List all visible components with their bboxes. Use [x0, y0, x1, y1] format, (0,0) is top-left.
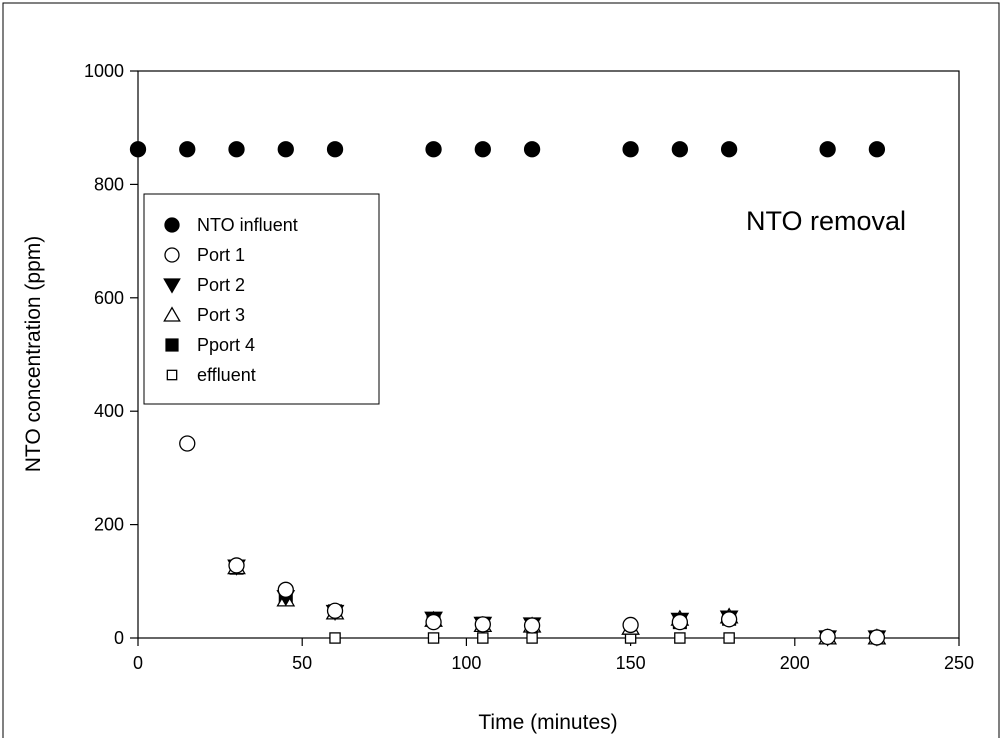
series-port-3 — [227, 557, 887, 645]
data-point — [526, 632, 538, 644]
x-tick-label: 150 — [616, 653, 646, 673]
plot-frame — [137, 70, 960, 639]
data-point — [277, 581, 294, 598]
legend-label: Pport 4 — [197, 335, 255, 355]
legend: NTO influent Port 1 Port 2 Port 3 Pport 4 eff… — [143, 193, 380, 405]
data-point — [425, 613, 442, 631]
legend-marker — [164, 247, 180, 263]
legend-label: Port 2 — [197, 275, 245, 295]
data-point — [523, 141, 541, 158]
series-port-1 — [179, 435, 886, 646]
series-port-2 — [227, 559, 887, 647]
series-pport-4 — [229, 560, 884, 645]
legend-label: Port 1 — [197, 245, 245, 265]
chart-annotation: NTO removal — [746, 206, 906, 236]
data-point — [720, 141, 738, 158]
data-point — [277, 141, 294, 158]
y-tick-label: 600 — [94, 288, 124, 308]
data-point — [671, 141, 689, 158]
y-tick-label: 800 — [94, 174, 124, 194]
data-point — [228, 557, 245, 574]
legend-marker — [163, 306, 181, 322]
data-point — [129, 141, 147, 158]
data-point — [674, 632, 686, 644]
data-point — [329, 632, 341, 644]
legend-box — [143, 193, 380, 405]
x-tick-label: 200 — [780, 653, 810, 673]
data-point — [427, 632, 440, 644]
data-point — [326, 141, 344, 158]
legend-marker — [166, 369, 178, 381]
data-point — [622, 141, 639, 158]
legend-label: NTO influent — [197, 215, 298, 235]
data-point — [723, 632, 735, 644]
series-nto-influent — [129, 141, 886, 158]
x-tick-label: 0 — [133, 653, 143, 673]
data-point — [868, 629, 886, 646]
data-point — [819, 628, 836, 646]
plot-area — [137, 70, 960, 639]
legend-marker — [163, 278, 181, 294]
x-tick-label: 50 — [292, 653, 312, 673]
legend-marker — [165, 338, 179, 352]
data-point — [179, 141, 196, 158]
legend-label: effluent — [197, 365, 256, 385]
data-point — [326, 602, 344, 619]
data-point — [671, 613, 689, 631]
y-tick-label: 400 — [94, 401, 124, 421]
data-point — [228, 141, 245, 158]
y-axis-label: NTO concentration (ppm) — [22, 236, 45, 473]
x-tick-label: 100 — [451, 653, 481, 673]
legend-label: Port 3 — [197, 305, 245, 325]
data-point — [868, 141, 886, 158]
data-point — [819, 141, 836, 158]
x-axis-label: Time (minutes) — [478, 711, 617, 734]
y-tick-label: 0 — [114, 628, 124, 648]
data-point — [474, 616, 491, 633]
data-markers — [129, 141, 887, 647]
x-axis: 0 50 100 150 200 250 — [133, 638, 974, 673]
data-point — [523, 617, 541, 634]
legend-marker — [164, 217, 180, 233]
data-point — [720, 611, 738, 628]
data-point — [179, 435, 196, 452]
data-point — [425, 141, 442, 158]
x-tick-label: 250 — [944, 653, 974, 673]
data-point — [477, 632, 489, 644]
y-axis: 0 200 400 600 800 1000 — [84, 61, 138, 648]
data-point — [474, 141, 491, 158]
y-tick-label: 200 — [94, 515, 124, 535]
y-tick-label: 1000 — [84, 61, 124, 81]
data-point — [622, 616, 639, 634]
